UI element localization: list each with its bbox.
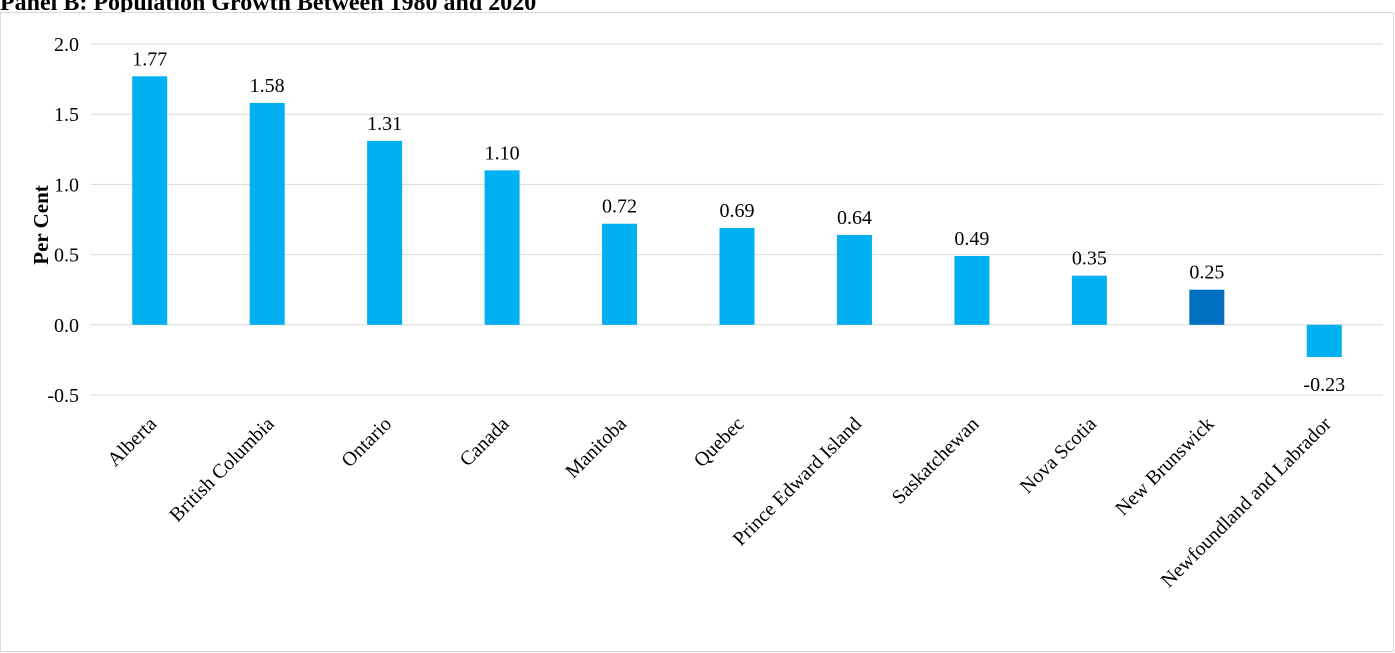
bar-ontario bbox=[367, 140, 403, 325]
bar-new-brunswick bbox=[1189, 289, 1225, 325]
y-tick-label: 0.5 bbox=[54, 245, 79, 267]
data-label: 0.49 bbox=[954, 228, 989, 250]
bar-saskatchewan bbox=[954, 256, 990, 325]
bar-prince-edward-island bbox=[836, 234, 872, 325]
bar-canada bbox=[484, 170, 520, 325]
data-label: 1.77 bbox=[132, 48, 167, 70]
x-tick-label: Nova Scotia bbox=[1016, 413, 1101, 498]
bars bbox=[132, 76, 1342, 358]
data-label: 1.58 bbox=[250, 75, 285, 97]
x-tick-label: Quebec bbox=[690, 413, 749, 472]
x-tick-label: British Columbia bbox=[165, 413, 278, 526]
data-label: 1.31 bbox=[367, 113, 402, 135]
bar-british-columbia bbox=[249, 102, 285, 325]
x-tick-label: Alberta bbox=[103, 413, 161, 471]
y-tick-label: 0.0 bbox=[54, 315, 79, 337]
y-axis-ticks: 2.0 1.5 1.0 0.5 0.0 -0.5 bbox=[47, 34, 79, 407]
chart-frame: 2.0 1.5 1.0 0.5 0.0 -0.5 1.77 1.58 1.31 1.10 0.72… bbox=[0, 12, 1394, 652]
data-label: 0.72 bbox=[602, 196, 637, 218]
x-tick-label: New Brunswick bbox=[1111, 413, 1218, 520]
bar-alberta bbox=[132, 76, 168, 325]
bar-newfoundland-and-labrador bbox=[1306, 324, 1342, 358]
data-label: 1.10 bbox=[485, 142, 520, 164]
data-label: 0.69 bbox=[720, 200, 755, 222]
data-label: -0.23 bbox=[1303, 374, 1345, 396]
y-tick-label: 1.0 bbox=[54, 174, 79, 196]
x-tick-label: Manitoba bbox=[561, 413, 631, 483]
bar-manitoba bbox=[602, 223, 638, 325]
y-tick-label: 1.5 bbox=[54, 104, 79, 126]
y-axis-title: Per Cent bbox=[29, 185, 53, 265]
bar-chart: 2.0 1.5 1.0 0.5 0.0 -0.5 1.77 1.58 1.31 1.10 0.72… bbox=[29, 34, 1383, 592]
data-labels: 1.77 1.58 1.31 1.10 0.72 0.69 0.64 0.49 0.35 0.25… bbox=[132, 48, 1345, 396]
data-label: 0.64 bbox=[837, 207, 872, 229]
x-tick-label: Saskatchewan bbox=[888, 413, 984, 509]
x-axis-ticks: Alberta British Columbia Ontario Canada Mani… bbox=[103, 413, 1336, 592]
x-tick-label: Prince Edward Island bbox=[729, 413, 866, 550]
bar-nova-scotia bbox=[1071, 275, 1107, 325]
data-label: 0.25 bbox=[1189, 262, 1224, 284]
y-tick-label: 2.0 bbox=[54, 34, 79, 56]
data-label: 0.35 bbox=[1072, 248, 1107, 270]
y-tick-label: -0.5 bbox=[47, 385, 79, 407]
x-tick-label: Ontario bbox=[337, 413, 396, 472]
bar-quebec bbox=[719, 227, 755, 325]
x-tick-label: Canada bbox=[456, 413, 514, 471]
